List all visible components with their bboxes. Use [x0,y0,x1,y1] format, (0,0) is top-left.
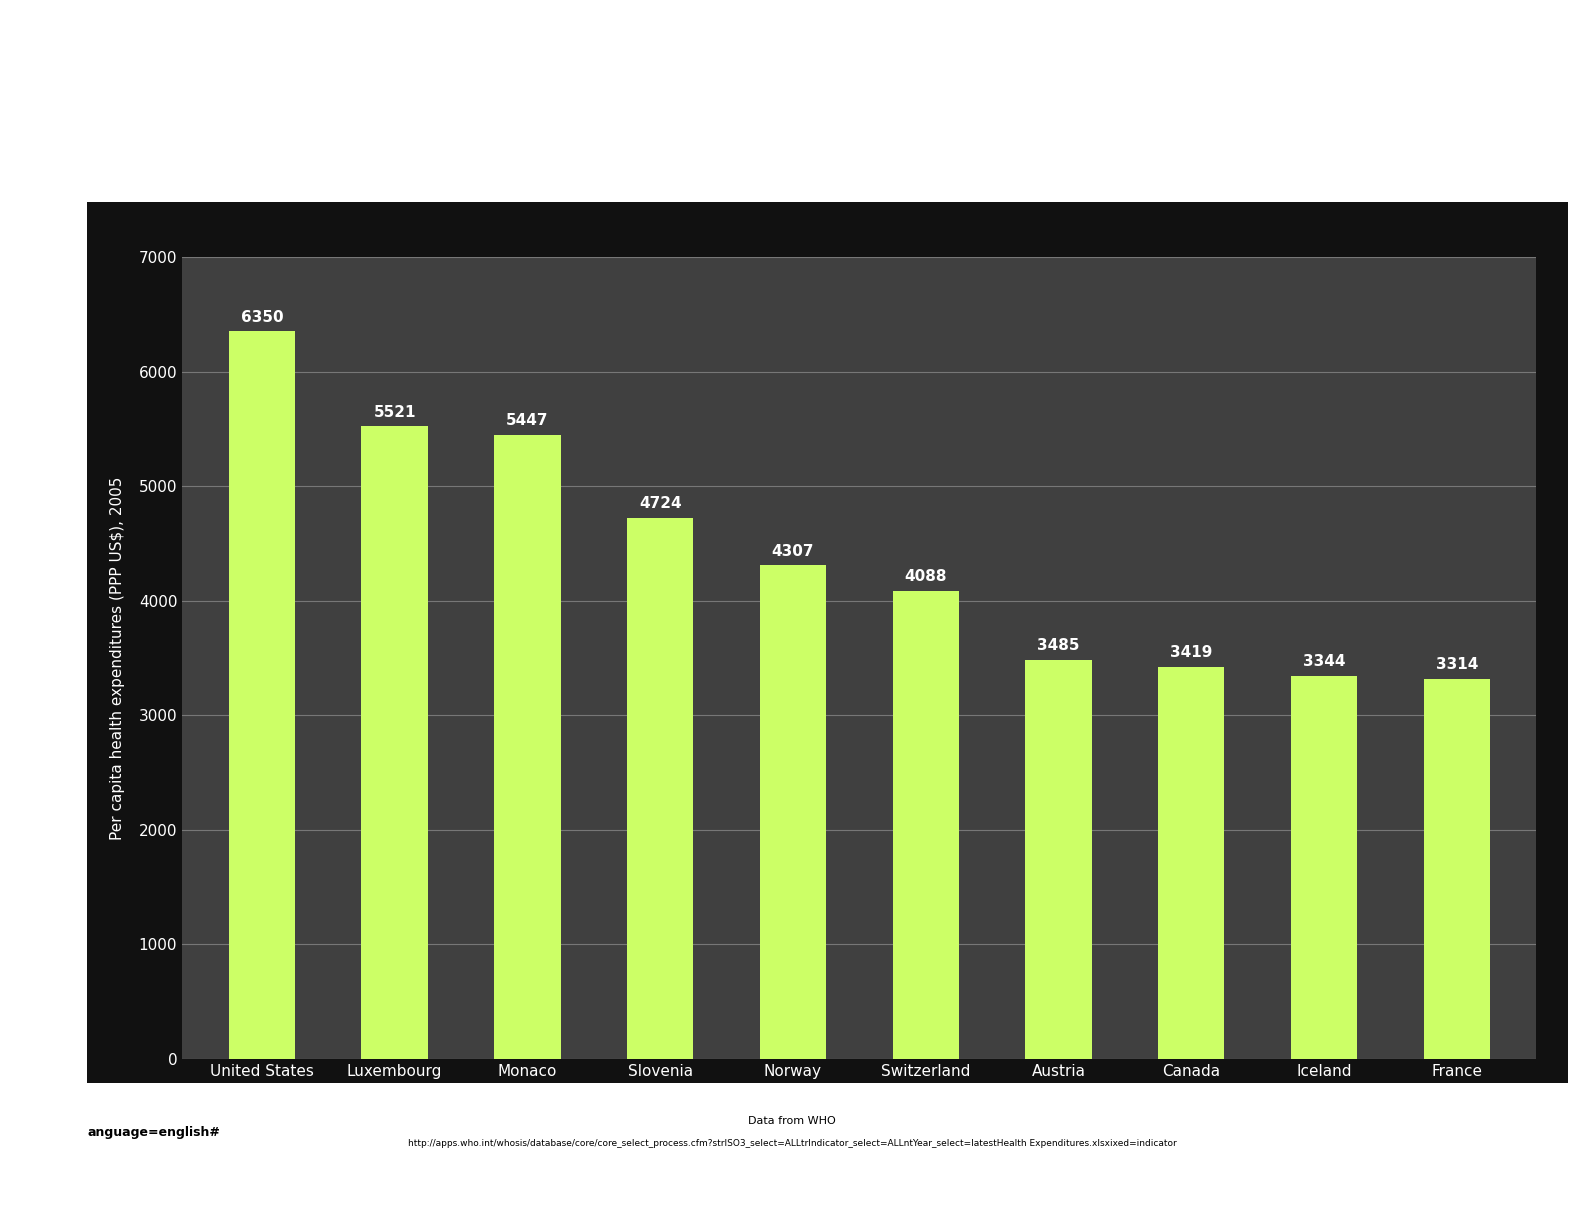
Text: 6350: 6350 [241,310,284,324]
Text: 5521: 5521 [374,405,417,420]
Text: 5447: 5447 [507,412,548,428]
Text: anguage=english#: anguage=english# [87,1126,220,1138]
Text: ©2009 "Ranking America" (http://rankingamerica.wordpress.com): ©2009 "Ranking America" (http://rankinga… [573,166,1082,181]
Bar [228,332,295,1059]
Bar [1291,676,1357,1059]
Bar [627,518,694,1059]
Text: 4088: 4088 [904,569,947,584]
Text: 4307: 4307 [771,543,814,558]
Text: 3314: 3314 [1435,657,1478,672]
Bar [494,435,561,1059]
Bar [1158,667,1224,1059]
Text: Top Ten Countries by Health Expenditures: Top Ten Countries by Health Expenditures [581,131,1074,151]
Text: 3485: 3485 [1038,638,1080,652]
Bar [1025,660,1091,1059]
Text: 4724: 4724 [638,496,681,510]
Bar [760,565,827,1059]
Bar [361,426,428,1059]
Text: http://apps.who.int/whosis/database/core/core_select_process.cfm?strISO3_select=: http://apps.who.int/whosis/database/core… [407,1138,1177,1148]
Bar [892,590,958,1059]
Bar [1424,679,1491,1059]
Y-axis label: Per capita health expenditures (PPP US$), 2005: Per capita health expenditures (PPP US$)… [109,476,125,840]
Text: Data from WHO: Data from WHO [748,1115,836,1126]
Text: 3419: 3419 [1171,645,1212,660]
Text: 3344: 3344 [1302,654,1345,668]
